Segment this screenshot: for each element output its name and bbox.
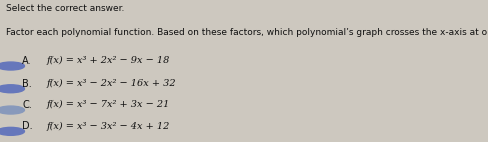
Text: f(x) = x³ − 3x² − 4x + 12: f(x) = x³ − 3x² − 4x + 12 [46, 121, 169, 130]
Text: f(x) = x³ − 2x² − 16x + 32: f(x) = x³ − 2x² − 16x + 32 [46, 79, 176, 88]
Text: D.: D. [22, 121, 33, 131]
Circle shape [0, 85, 24, 93]
Text: f(x) = x³ + 2x² − 9x − 18: f(x) = x³ + 2x² − 9x − 18 [46, 56, 169, 65]
Circle shape [0, 62, 24, 70]
Circle shape [0, 127, 24, 135]
Text: C.: C. [22, 100, 32, 110]
Text: f(x) = x³ − 7x² + 3x − 21: f(x) = x³ − 7x² + 3x − 21 [46, 100, 169, 109]
Text: Select the correct answer.: Select the correct answer. [6, 4, 124, 13]
Text: A.: A. [22, 56, 31, 66]
Text: B.: B. [22, 79, 32, 89]
Circle shape [0, 106, 24, 114]
Text: Factor each polynomial function. Based on these factors, which polynomial’s grap: Factor each polynomial function. Based o… [6, 28, 488, 37]
